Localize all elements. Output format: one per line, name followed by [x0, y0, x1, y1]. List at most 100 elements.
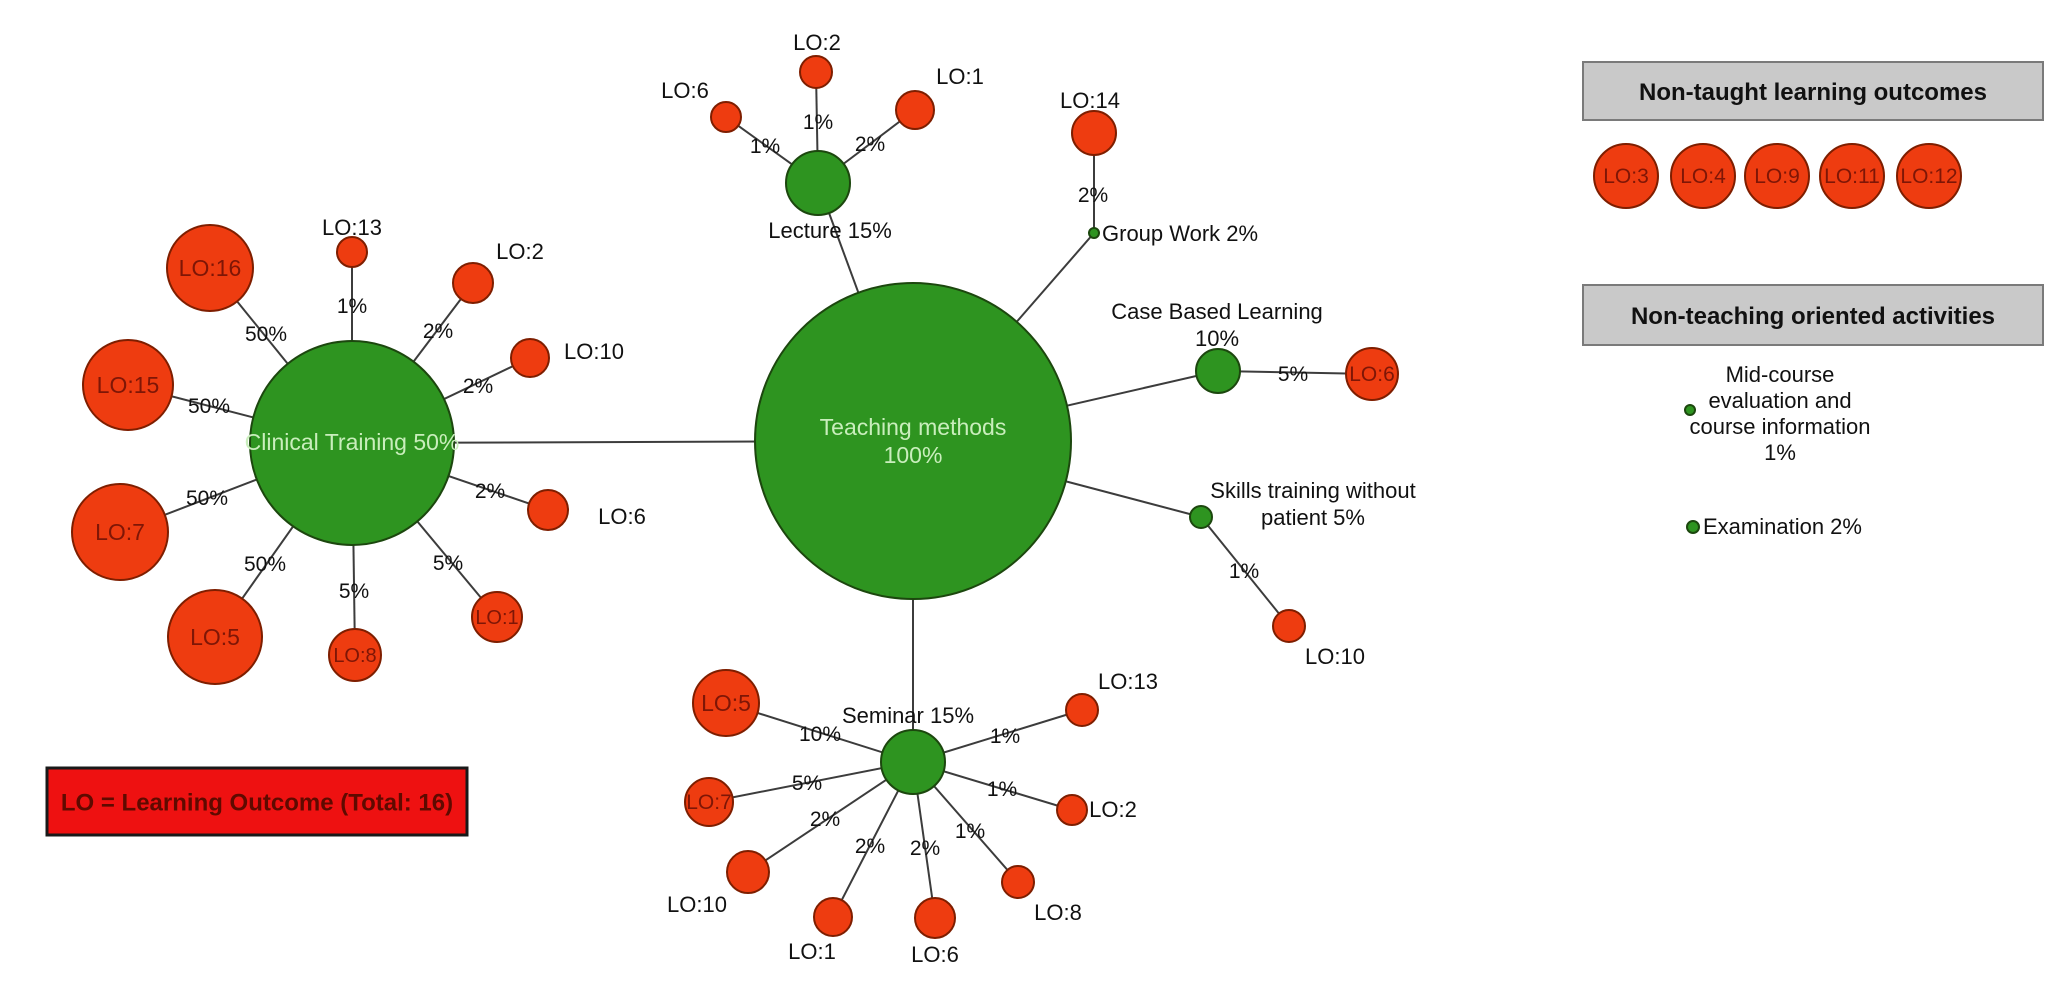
node-skills-label: Skills training without patient 5% — [1210, 478, 1415, 530]
node-g14-label-line-0: LO:14 — [1060, 88, 1120, 113]
node-l6-circle — [710, 101, 742, 133]
node-se8-label-line-0: LO:8 — [1034, 900, 1082, 925]
node-c6-label: LO:6 — [598, 504, 646, 529]
edge-seminar-se13-label: 1% — [990, 725, 1020, 748]
node-c10-circle — [510, 338, 550, 378]
node-l1-circle — [895, 90, 935, 130]
legend-outcome-circle-4 — [1896, 143, 1962, 209]
node-c5-circle — [167, 589, 263, 685]
node-se1-label: LO:1 — [788, 939, 836, 964]
edge-clinical-c16-label: 50% — [245, 323, 287, 346]
edge-clinical-c13-label: 1% — [337, 295, 367, 318]
legend-activity-label-1-line-0: Examination 2% — [1703, 514, 1862, 539]
edge-clinical-c1-label: 5% — [433, 552, 463, 575]
legend-activity-label-0-line-0: Mid-course — [1726, 362, 1835, 387]
edge-groupwork-g14-label: 2% — [1078, 184, 1108, 207]
legend-non-taught-box — [1582, 61, 2044, 121]
legend-outcome-label-3: LO:11 — [1824, 165, 1880, 188]
node-se6-label: LO:6 — [911, 942, 959, 967]
node-c16-label: LO:16 — [179, 255, 242, 281]
edge-seminar-se7-label-line-0: 5% — [792, 772, 822, 795]
legend-activity-label-0: Mid-course evaluation and course informati… — [1690, 362, 1871, 465]
node-seminar-circle — [880, 729, 946, 795]
node-l1-label: LO:1 — [936, 64, 984, 89]
edge-seminar-se13-label-line-0: 1% — [990, 725, 1020, 748]
edge-clinical-c15-label: 50% — [188, 395, 230, 418]
edge-lecture-l2-label-line-0: 1% — [803, 111, 833, 134]
edge-lecture-l2-label: 1% — [803, 111, 833, 134]
node-se10-circle — [726, 850, 770, 894]
edge-seminar-se5-label: 10% — [799, 723, 841, 746]
legend-activity-label-1: Examination 2% — [1703, 514, 1862, 539]
node-g14-circle — [1071, 110, 1117, 156]
edge-seminar-se7 — [708, 761, 914, 803]
legend-outcome-label-2-line-0: LO:9 — [1754, 165, 1800, 188]
node-c8-label: LO:8 — [333, 645, 376, 667]
edge-seminar-se8-label: 1% — [955, 820, 985, 843]
node-c1-label-line-0: LO:1 — [475, 607, 518, 629]
node-skills-circle — [1189, 505, 1213, 529]
node-se2-circle — [1056, 794, 1088, 826]
edge-clinical-c5-label: 50% — [244, 553, 286, 576]
edge-seminar-se10-label-line-0: 2% — [810, 808, 840, 831]
legend-non-teaching-box — [1582, 284, 2044, 346]
node-se5-label: LO:5 — [701, 690, 751, 716]
node-c8-circle — [328, 628, 382, 682]
edge-seminar-se1-label: 2% — [855, 835, 885, 858]
edge-seminar-se2-label: 1% — [987, 778, 1017, 801]
legend-outcome-circle-3 — [1819, 143, 1885, 209]
edge-clinical-c5-label-line-0: 50% — [244, 553, 286, 576]
node-c6-circle — [527, 489, 569, 531]
legend-outcome-label-2: LO:9 — [1754, 165, 1800, 188]
legend-activity-label-0-line-1: evaluation and — [1708, 388, 1851, 413]
edge-seminar-se8-label-line-0: 1% — [955, 820, 985, 843]
node-c1-label: LO:1 — [475, 607, 518, 629]
node-se10-label: LO:10 — [667, 892, 727, 917]
edge-clinical-c7-label: 50% — [186, 487, 228, 510]
edge-clinical-c15-label-line-0: 50% — [188, 395, 230, 418]
node-lecture-label-line-0: Lecture 15% — [768, 218, 892, 243]
node-se2-label: LO:2 — [1089, 797, 1137, 822]
node-c7-circle — [71, 483, 169, 581]
node-c13-label: LO:13 — [322, 215, 382, 240]
node-clinical-circle — [249, 340, 455, 546]
edge-skills-s10 — [1200, 516, 1290, 627]
edge-lecture-l1-label-line-0: 2% — [855, 133, 885, 156]
node-c7-label: LO:7 — [95, 519, 145, 545]
node-se13-label-line-0: LO:13 — [1098, 669, 1158, 694]
node-c2-label-line-0: LO:2 — [496, 239, 544, 264]
node-lecture-circle — [785, 150, 851, 216]
node-l6-label-line-0: LO:6 — [661, 78, 709, 103]
legend-activity-dot-0 — [1684, 404, 1696, 416]
node-c2-label: LO:2 — [496, 239, 544, 264]
edge-cbl-cb6-label: 5% — [1278, 363, 1308, 386]
edge-seminar-se6-label: 2% — [910, 837, 940, 860]
node-se8-circle — [1001, 865, 1035, 899]
node-clinical-label: Clinical Training 50% — [245, 429, 460, 455]
node-g14-label: LO:14 — [1060, 88, 1120, 113]
node-se1-label-line-0: LO:1 — [788, 939, 836, 964]
node-c6-label-line-0: LO:6 — [598, 504, 646, 529]
edge-cbl-cb6-label-line-0: 5% — [1278, 363, 1308, 386]
edge-groupwork-g14-label-line-0: 2% — [1078, 184, 1108, 207]
node-cb6-label: LO:6 — [1349, 363, 1395, 386]
node-c16-label-line-0: LO:16 — [179, 255, 242, 281]
node-s10-label: LO:10 — [1305, 644, 1365, 669]
node-l2-circle — [799, 55, 833, 89]
legend-outcome-label-4-line-0: LO:12 — [1900, 165, 1957, 188]
edge-lecture-l1-label: 2% — [855, 133, 885, 156]
node-l1-label-line-0: LO:1 — [936, 64, 984, 89]
edge-seminar-se2-label-line-0: 1% — [987, 778, 1017, 801]
node-se6-label-line-0: LO:6 — [911, 942, 959, 967]
edge-seminar-se7-label: 5% — [792, 772, 822, 795]
node-c10-label-line-0: LO:10 — [564, 339, 624, 364]
node-se1-circle — [813, 897, 853, 937]
node-se7-label-line-0: LO:7 — [686, 791, 732, 814]
node-cbl-label: Case Based Learning 10% — [1111, 299, 1323, 351]
node-se5-label-line-0: LO:5 — [701, 690, 751, 716]
edge-clinical-c2-label-line-0: 2% — [423, 320, 453, 343]
legend-non-taught-title-line-0: Non-taught learning outcomes — [1639, 79, 1987, 106]
node-skills-label-line-0: Skills training without — [1210, 478, 1415, 503]
